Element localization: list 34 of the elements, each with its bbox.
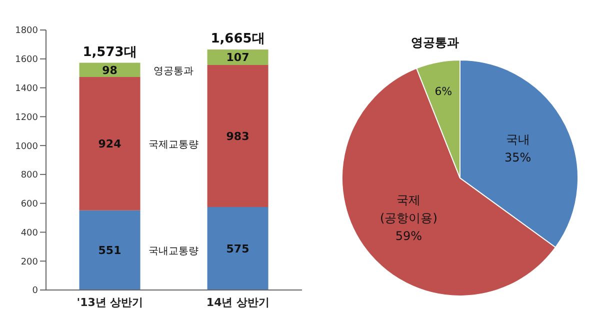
y-tick-label: 1800 — [15, 26, 38, 36]
y-tick-label: 0 — [32, 286, 38, 296]
y-tick-label: 200 — [20, 257, 38, 268]
data-label: 551 — [98, 244, 122, 258]
data-label: 983 — [226, 130, 250, 143]
y-tick-label: 600 — [20, 200, 38, 210]
series-label: 국제교통량 — [148, 140, 198, 151]
slice-label: 국내 — [506, 132, 530, 147]
data-label: 98 — [102, 64, 118, 77]
slice-label: 영공통과 — [410, 35, 459, 50]
y-tick-label: 1400 — [15, 84, 38, 94]
slice-label: 국제 (공항이용) — [380, 192, 438, 225]
bar — [207, 50, 268, 65]
bar — [79, 210, 140, 290]
bar — [79, 76, 140, 210]
data-label: 59% — [395, 228, 422, 243]
total-label: 1,665대 — [210, 32, 265, 46]
y-tick-label: 1200 — [15, 112, 38, 123]
series-label: 영공통과 — [153, 66, 194, 77]
x-tick-label: 14년 상반기 — [206, 296, 270, 309]
y-tick-label: 400 — [20, 228, 38, 238]
bar — [207, 206, 268, 290]
bar — [207, 64, 268, 207]
data-label: 924 — [98, 138, 122, 151]
y-tick-label: 1600 — [15, 55, 38, 66]
data-label: 107 — [226, 51, 250, 64]
data-label: 575 — [226, 242, 250, 256]
y-tick-label: 800 — [20, 170, 38, 181]
x-tick-label: '13년 상반기 — [76, 296, 144, 309]
series-label: 국내교통량 — [148, 246, 198, 258]
y-tick-label: 1000 — [15, 142, 38, 152]
total-label: 1,573대 — [82, 44, 137, 60]
data-label: 35% — [504, 150, 532, 165]
data-label: 6% — [434, 85, 452, 98]
